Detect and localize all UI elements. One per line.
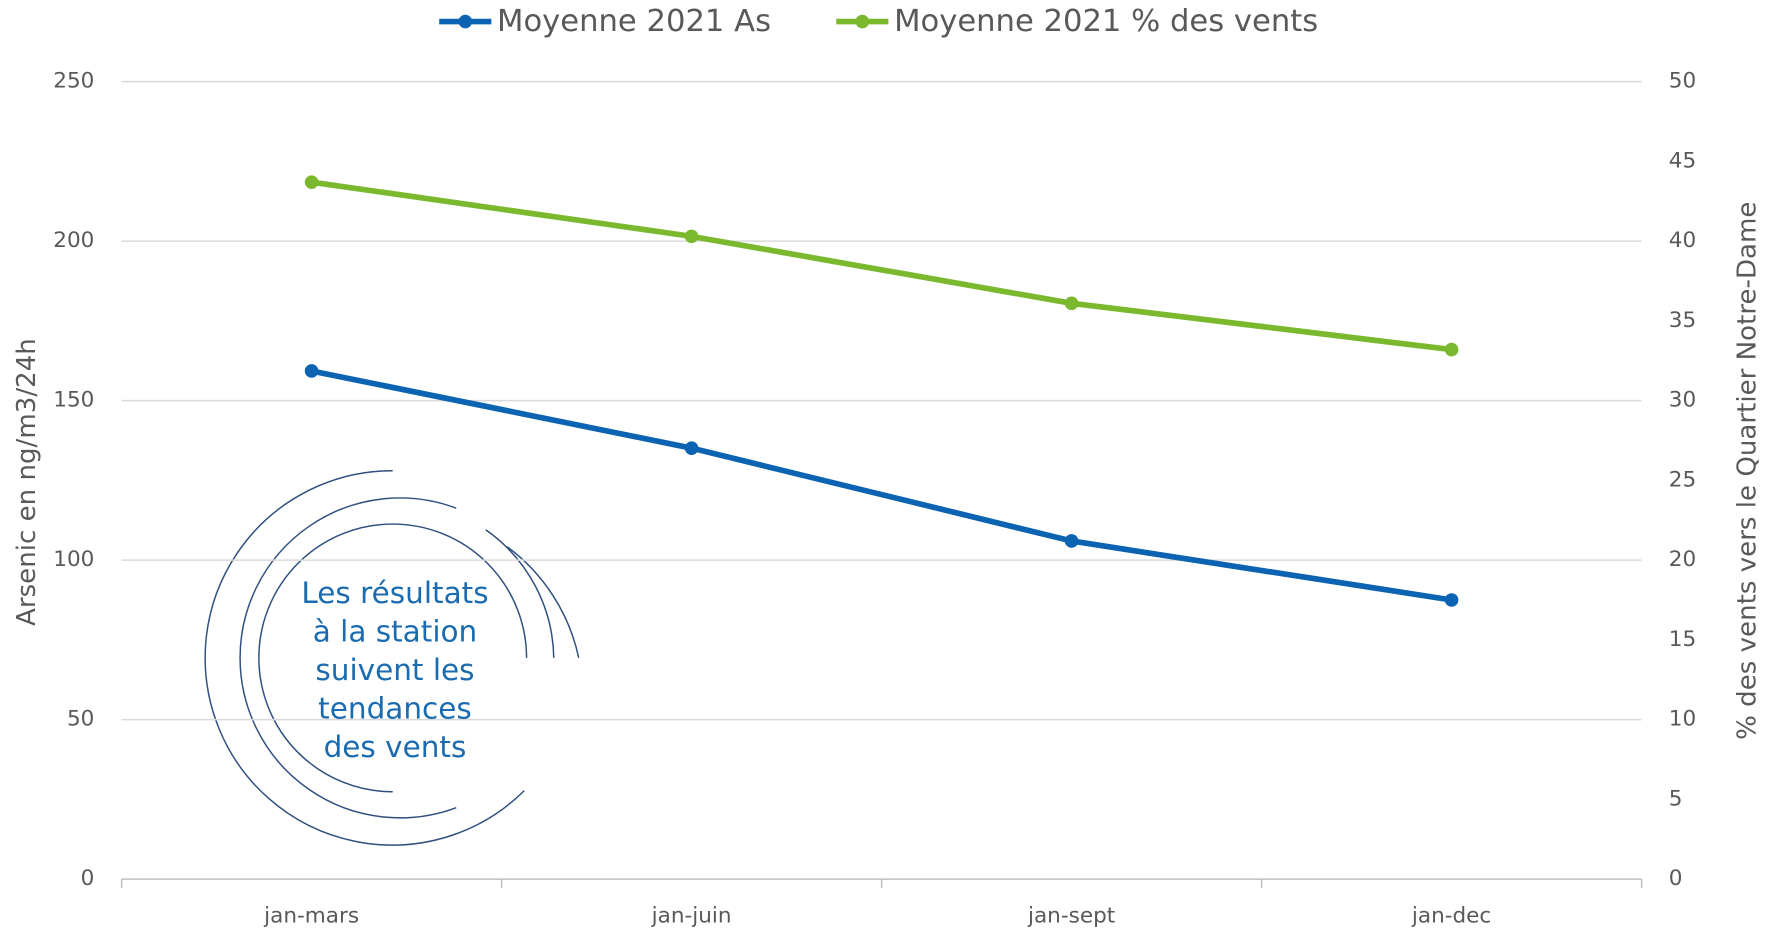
y2-tick-label: 40 — [1669, 228, 1696, 253]
legend-marker — [458, 14, 473, 29]
y2-tick-label: 20 — [1669, 547, 1696, 572]
y-tick-label: 200 — [53, 228, 94, 253]
data-point — [684, 441, 699, 455]
y-tick-label: 250 — [53, 69, 94, 94]
x-tick-label: jan-sept — [1027, 904, 1115, 929]
y-tick-label: 100 — [53, 547, 94, 572]
y-tick-label: 0 — [81, 866, 95, 891]
annotation: des vents — [324, 730, 467, 764]
legend-marker — [855, 14, 870, 29]
annotation: suivent les — [315, 653, 474, 687]
data-point — [1444, 593, 1459, 607]
annotation: à la station — [313, 614, 478, 648]
x-tick-label: jan-mars — [263, 904, 359, 929]
y2-tick-label: 0 — [1669, 866, 1683, 891]
data-point — [304, 175, 319, 189]
y2-tick-label: 50 — [1669, 69, 1696, 94]
annotation: Les résultats — [301, 576, 488, 610]
x-tick-label: jan-dec — [1411, 904, 1491, 929]
y2-tick-label: 35 — [1669, 308, 1696, 333]
y-tick-label: 150 — [53, 388, 94, 413]
arc — [258, 523, 528, 793]
legend-label: Moyenne 2021 % des vents — [894, 4, 1318, 39]
y2-axis-title: % des vents vers le Quartier Notre-Dame — [1733, 202, 1763, 740]
y2-tick-label: 5 — [1669, 786, 1683, 811]
decoration-circles — [204, 470, 580, 846]
data-point — [1064, 534, 1079, 548]
arc — [204, 470, 525, 846]
arc — [506, 546, 580, 659]
series-line — [311, 368, 1453, 603]
data-point — [304, 364, 319, 378]
series-line — [311, 179, 1452, 353]
y-axis-title: Arsenic en ng/m3/24h — [12, 338, 42, 626]
y2-tick-label: 15 — [1669, 627, 1696, 652]
y2-tick-label: 25 — [1669, 467, 1696, 492]
y2-tick-label: 30 — [1669, 388, 1696, 413]
arc — [485, 529, 555, 658]
data-point — [1444, 342, 1459, 357]
data-point — [1064, 296, 1079, 311]
x-tick-label: jan-juin — [651, 904, 732, 929]
y-tick-label: 50 — [67, 707, 94, 732]
legend-label: Moyenne 2021 As — [497, 4, 771, 39]
y2-tick-label: 10 — [1669, 707, 1696, 732]
annotation: tendances — [318, 692, 472, 726]
y2-tick-label: 45 — [1669, 148, 1696, 173]
data-point — [684, 229, 699, 244]
arc — [239, 497, 457, 819]
